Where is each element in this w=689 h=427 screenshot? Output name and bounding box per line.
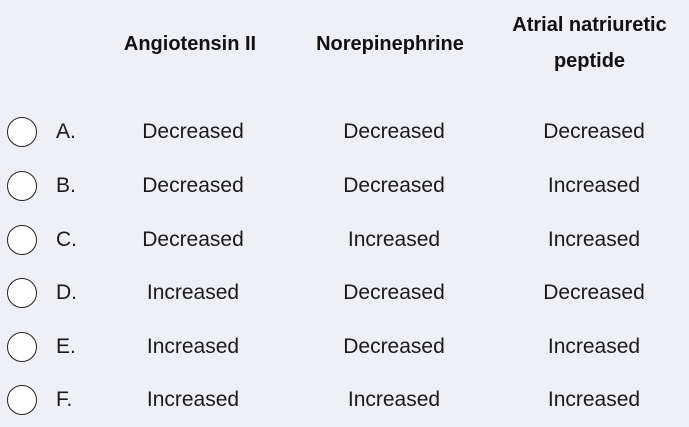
norepinephrine-value: Decreased <box>343 281 445 304</box>
norepinephrine-value: Increased <box>347 228 441 251</box>
norepinephrine-value: Increased <box>347 388 441 411</box>
answer-option-c[interactable]: C. Decreased Increased Increased <box>0 222 689 262</box>
angiotensin-value: Increased <box>146 388 240 411</box>
anp-value: Increased <box>547 335 641 358</box>
answer-option-e[interactable]: E. Increased Decreased Increased <box>0 329 689 369</box>
answer-option-d[interactable]: D. Increased Decreased Decreased <box>0 275 689 315</box>
column-header-norepinephrine: Norepinephrine <box>316 33 464 55</box>
radio-button-c[interactable] <box>7 225 37 255</box>
option-letter: A. <box>56 120 76 143</box>
radio-button-a[interactable] <box>7 117 37 147</box>
angiotensin-value: Increased <box>146 281 240 304</box>
option-letter: E. <box>56 335 76 358</box>
column-header-anp: Atrial natriuretic peptide <box>490 7 689 79</box>
norepinephrine-value: Decreased <box>343 174 445 197</box>
anp-value: Decreased <box>543 281 645 304</box>
anp-value: Decreased <box>543 120 645 143</box>
option-letter: F. <box>56 388 73 411</box>
anp-value: Increased <box>547 388 641 411</box>
option-letter: B. <box>56 174 76 197</box>
radio-button-e[interactable] <box>7 332 37 362</box>
column-header-anp-line1: Atrial natriuretic <box>512 14 667 36</box>
option-letter: D. <box>56 281 77 304</box>
norepinephrine-value: Decreased <box>343 120 445 143</box>
column-header-angiotensin: Angiotensin II <box>123 33 257 55</box>
answer-option-a[interactable]: A. Decreased Decreased Decreased <box>0 114 689 154</box>
radio-button-d[interactable] <box>7 278 37 308</box>
anp-value: Increased <box>547 228 641 251</box>
angiotensin-value: Decreased <box>142 174 244 197</box>
radio-button-b[interactable] <box>7 171 37 201</box>
angiotensin-value: Increased <box>146 335 240 358</box>
radio-button-f[interactable] <box>7 385 37 415</box>
norepinephrine-value: Decreased <box>343 335 445 358</box>
column-header-anp-line2: peptide <box>553 50 626 72</box>
angiotensin-value: Decreased <box>142 228 244 251</box>
option-letter: C. <box>56 228 77 251</box>
angiotensin-value: Decreased <box>142 120 244 143</box>
answer-option-b[interactable]: B. Decreased Decreased Increased <box>0 168 689 208</box>
answer-option-f[interactable]: F. Increased Increased Increased <box>0 382 689 422</box>
anp-value: Increased <box>547 174 641 197</box>
